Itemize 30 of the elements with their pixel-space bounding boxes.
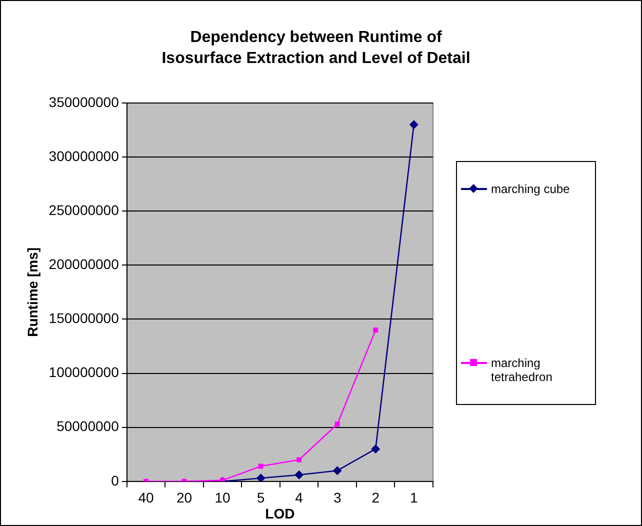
y-tick-label: 350000000 (48, 94, 120, 110)
y-tick-label: 0 (111, 472, 120, 488)
y-tick-label: 200000000 (48, 256, 120, 272)
x-tick-label: 4 (295, 490, 304, 506)
point (334, 422, 340, 427)
point (258, 464, 264, 469)
legend-label: marching tetrahedron (491, 356, 554, 384)
point (256, 474, 266, 482)
x-tick-label: 5 (256, 490, 265, 506)
point (332, 466, 342, 476)
legend-label: marching cube (491, 182, 571, 196)
chart-title: Dependency between Runtime of Isosurface Extraction and Level of Detail (160, 28, 472, 69)
x-tick-label: 2 (372, 490, 380, 506)
x-tick-label: 10 (214, 490, 231, 506)
point (409, 120, 418, 130)
x-tick-label: 1 (410, 490, 418, 506)
point (296, 457, 302, 462)
y-axis-title: Runtime [ms] (24, 247, 40, 337)
y-tick-label: 250000000 (48, 202, 120, 218)
y-tick-label: 100000000 (48, 364, 120, 380)
x-axis-title: LOD (265, 505, 295, 522)
point (294, 470, 304, 480)
y-tick-label: 50000000 (56, 418, 120, 434)
point (371, 444, 380, 454)
x-tick-label: 3 (333, 490, 342, 506)
x-tick-label: 20 (176, 490, 192, 506)
x-tick-label: 40 (138, 490, 154, 506)
y-tick-label: 300000000 (48, 148, 120, 164)
point (373, 328, 378, 333)
y-tick-label: 150000000 (48, 310, 120, 326)
